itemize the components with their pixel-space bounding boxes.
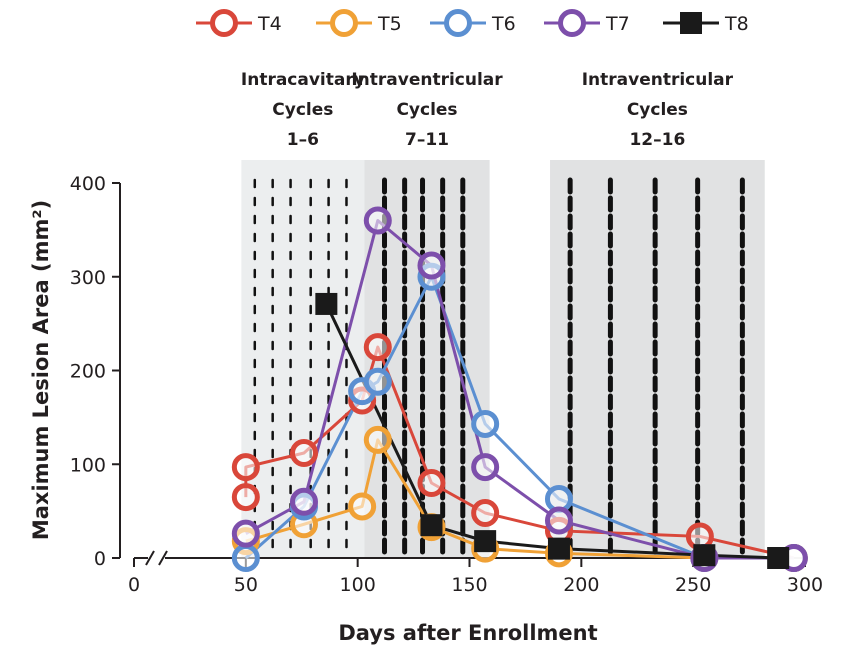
x-tick-label: 200	[563, 574, 599, 596]
data-point-t4	[231, 453, 260, 482]
phase-label-intracavitary: 1–6	[287, 130, 319, 150]
legend-marker-t4	[210, 9, 238, 37]
phase-label-intraventricular-a: 7–11	[405, 130, 449, 150]
x-tick-label: 0	[128, 574, 140, 596]
data-point-t7	[289, 487, 318, 516]
data-point-t8	[693, 544, 716, 567]
legend-marker-t5	[330, 9, 358, 37]
data-point-t7	[231, 519, 260, 548]
legend-label-t6: T6	[491, 13, 516, 35]
x-tick-label: 150	[451, 574, 487, 596]
x-tick-label: 300	[787, 574, 823, 596]
y-tick-label: 100	[70, 454, 106, 476]
phase-labels: Intracavitary Cycles 1–6 Intraventricular Cy…	[241, 70, 734, 150]
series-markers	[231, 206, 808, 572]
legend-label-t8: T8	[724, 13, 749, 35]
y-tick-label: 400	[70, 173, 106, 195]
x-tick-label: 50	[234, 574, 258, 596]
x-axis-title: Days after Enrollment	[338, 621, 597, 645]
phase-label-intraventricular-b: Cycles	[627, 100, 688, 120]
data-point-t7	[417, 251, 446, 280]
phase-label-intraventricular-a: Cycles	[396, 100, 457, 120]
legend-label-t4: T4	[257, 13, 282, 35]
legend-marker-t6	[444, 9, 472, 37]
data-point-t4	[231, 483, 260, 512]
data-point-t8	[420, 514, 443, 537]
x-tick-label: 250	[675, 574, 711, 596]
series-line-t4	[244, 345, 795, 560]
legend-marker-t8	[680, 12, 702, 34]
y-tick-label: 200	[70, 361, 106, 383]
phase-label-intraventricular-b: Intraventricular	[582, 70, 734, 90]
data-point-t7	[544, 506, 573, 535]
data-point-t6	[363, 367, 392, 396]
data-point-t4	[471, 499, 500, 527]
phase-label-intraventricular-b: 12–16	[629, 130, 685, 150]
legend-marker-t7	[558, 9, 586, 37]
data-point-t6	[231, 544, 260, 572]
x-tick-label: 100	[340, 574, 376, 596]
data-point-t8	[767, 547, 790, 569]
data-point-t5	[348, 492, 377, 521]
phase-label-intracavitary: Intracavitary	[241, 70, 365, 90]
legend: T4 T5 T6 T7 T8	[196, 9, 749, 37]
dose-marks	[253, 177, 745, 556]
phase-label-intraventricular-a: Intraventricular	[351, 70, 503, 90]
data-point-t4	[363, 333, 392, 362]
legend-label-t7: T7	[605, 13, 630, 35]
y-axis-title: Maximum Lesion Area (mm²)	[29, 200, 53, 540]
legend-label-t5: T5	[377, 13, 402, 35]
data-point-t4	[417, 469, 446, 497]
data-point-t7	[363, 206, 392, 235]
phase-bands	[241, 160, 765, 558]
data-point-t8	[315, 292, 338, 315]
phase-label-intracavitary: Cycles	[272, 100, 333, 120]
data-point-t6	[471, 409, 500, 438]
data-point-t5	[363, 425, 392, 454]
data-point-t8	[474, 530, 497, 553]
axis-break-mark	[145, 550, 155, 566]
y-tick-label: 300	[70, 267, 106, 289]
data-point-t8	[547, 537, 570, 560]
data-point-t7	[471, 453, 500, 482]
data-point-t4	[289, 439, 318, 467]
y-tick-label: 0	[94, 548, 106, 570]
axis-break-mark	[158, 550, 168, 566]
